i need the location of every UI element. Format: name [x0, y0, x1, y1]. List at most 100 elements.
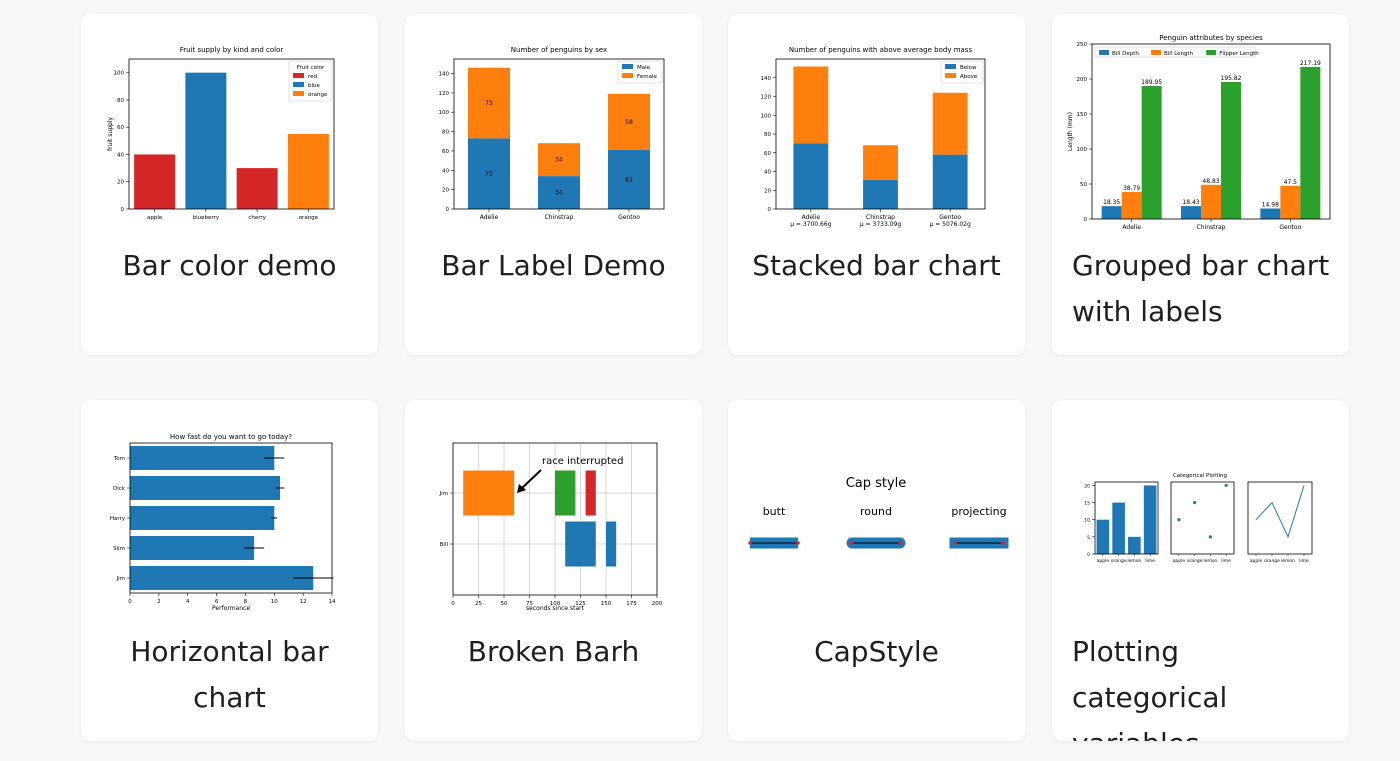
bar — [130, 476, 281, 500]
legend-swatch — [1099, 50, 1109, 55]
card-grouped-bar-chart[interactable]: Penguin attributes by species Length (mm)… — [1052, 14, 1349, 355]
legend-swatch — [622, 73, 633, 78]
bar — [236, 168, 278, 209]
bar-value-label: 73 — [485, 100, 493, 107]
x-tick-label: Adelie — [1122, 224, 1141, 231]
y-tick-label: 0 — [446, 207, 450, 213]
bar-value-label: 47.5 — [1284, 179, 1298, 186]
x-tick-label: apple — [1097, 558, 1110, 564]
x-tick-label: orange — [299, 215, 319, 221]
bar-value-label: 217.19 — [1300, 60, 1321, 67]
bar-value-label: 34 — [555, 157, 563, 164]
card-bar-color-demo[interactable]: Fruit supply by kind and color fruit supp… — [81, 14, 378, 355]
x-tick-label: 0 — [128, 599, 132, 605]
x-tick-label: orange — [1264, 558, 1280, 564]
bar-segment — [863, 179, 898, 209]
x-tick-label: 125 — [575, 601, 586, 607]
x-tick-label: 25 — [475, 601, 482, 607]
x-tick-label: Gentoo — [939, 214, 961, 221]
bar — [1096, 519, 1110, 554]
x-tick-label: lemon — [1281, 558, 1295, 564]
bar-label-demo-chart: Number of penguins by sex 73 73 34 34 61 58 0 20… — [439, 46, 665, 221]
x-tick-label: Adelie — [480, 214, 499, 221]
y-tick-label: 0 — [768, 207, 772, 213]
cap-endpoint — [1001, 541, 1005, 545]
y-tick-label: 100 — [1077, 147, 1088, 153]
bar — [1112, 502, 1125, 554]
x-sublabel: μ = 3700.66g — [790, 221, 831, 228]
y-tick-label: Jim — [115, 576, 125, 582]
y-axis-label: fruit supply — [107, 117, 114, 152]
bar-segment — [538, 176, 580, 209]
legend-label: Bill Depth — [1112, 51, 1139, 57]
legend-swatch — [1206, 50, 1217, 55]
y-tick-label: 60 — [764, 151, 771, 157]
legend-swatch — [293, 73, 304, 78]
bar-segment — [608, 93, 650, 150]
grouped-bar-chart: Penguin attributes by species Length (mm)… — [1067, 34, 1331, 231]
axes-frame — [1170, 481, 1235, 555]
bar — [1141, 86, 1162, 219]
bar — [1221, 81, 1241, 220]
card-broken-barh[interactable]: Jim Bill 0 25 50 75 100 125 150 175 200 seconds sin… — [405, 400, 702, 741]
bar-segment — [863, 145, 898, 180]
cap-style-label: projecting — [951, 505, 1006, 518]
legend-label: Bill Length — [1164, 51, 1194, 57]
bar — [1121, 191, 1142, 219]
card-title: Stacked bar chart — [752, 249, 1001, 282]
cap-endpoint — [796, 541, 800, 545]
chart-title: Penguin attributes by species — [1159, 34, 1263, 42]
card-title: CapStyle — [814, 635, 939, 668]
x-tick-label: 2 — [157, 599, 161, 605]
cap-style-label: butt — [763, 505, 786, 518]
bar — [1300, 66, 1321, 219]
bar-segment — [608, 149, 650, 209]
y-tick-label: 100 — [439, 110, 450, 116]
x-tick-label: 150 — [601, 601, 612, 607]
card-horizontal-bar-chart[interactable]: How fast do you want to go today? Tom Dick… — [81, 400, 378, 741]
legend-title: Fruit color — [297, 65, 325, 71]
bar-segment — [463, 470, 515, 516]
x-axis-label: seconds since start — [526, 605, 585, 612]
x-axis-label: Performance — [212, 605, 250, 612]
y-tick-label: 15 — [1084, 501, 1090, 507]
x-tick-label: 200 — [652, 601, 663, 607]
y-tick-label: 200 — [1077, 77, 1088, 83]
card-title: Bar Label Demo — [441, 249, 666, 282]
y-tick-label: Jim — [438, 491, 448, 497]
x-tick-label: lime — [1221, 558, 1231, 564]
x-tick-label: lemon — [1203, 558, 1217, 564]
card-plotting-categorical[interactable]: Categorical Plotting 0 5 10 15 20 apple orange l… — [1052, 400, 1349, 741]
scatter-point — [1177, 518, 1181, 522]
stacked-bar-chart: Number of penguins with above average bo… — [761, 46, 986, 228]
bar-value-label: 18.35 — [1103, 199, 1120, 206]
axes-frame — [1247, 481, 1313, 555]
y-tick-label: 250 — [1077, 42, 1088, 48]
y-tick-label: 100 — [114, 71, 125, 77]
card-stacked-bar-chart[interactable]: Number of penguins with above average bo… — [728, 14, 1025, 355]
y-tick-label: 20 — [1084, 483, 1090, 489]
bar — [130, 536, 255, 560]
y-tick-label: Bill — [440, 542, 449, 548]
y-tick-label: 40 — [117, 152, 124, 158]
card-capstyle[interactable]: Cap style butt round projecting CapStyle — [728, 400, 1025, 741]
legend-label: orange — [308, 92, 328, 98]
chart-title: How fast do you want to go today? — [170, 433, 292, 441]
bar-value-label: 18.43 — [1182, 199, 1199, 206]
bar-segment — [555, 470, 576, 516]
x-tick-label: 10 — [271, 599, 278, 605]
y-tick-label: 80 — [442, 130, 449, 136]
legend-label: Flipper Length — [1219, 51, 1259, 57]
bar-value-label: 189.95 — [1141, 79, 1162, 86]
x-tick-label: Chinstrap — [1197, 224, 1226, 231]
x-tick-label: Adelie — [802, 214, 821, 221]
bar-value-label: 73 — [485, 171, 493, 178]
y-tick-label: 120 — [761, 95, 772, 101]
bar-value-label: 34 — [555, 190, 563, 197]
x-tick-label: 6 — [215, 599, 219, 605]
bar — [1128, 536, 1141, 554]
card-bar-label-demo[interactable]: Number of penguins by sex 73 73 34 34 61 58 0 20… — [405, 14, 702, 355]
y-tick-label: 0 — [1084, 217, 1088, 223]
x-tick-label: 100 — [550, 601, 561, 607]
y-tick-label: 40 — [764, 170, 771, 176]
